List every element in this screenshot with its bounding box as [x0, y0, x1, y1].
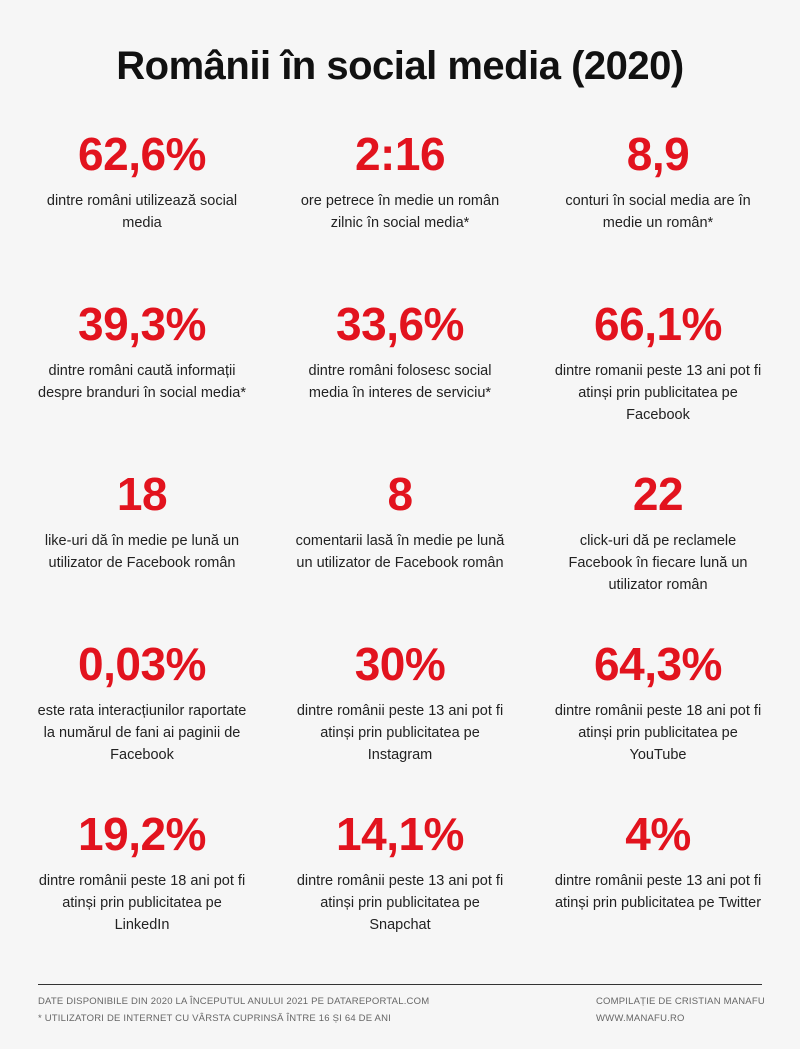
stat-description: ore petrece în medie un român zilnic în … — [300, 193, 500, 231]
stat-work-use: 33,6% dintre români folosesc social medi… — [278, 298, 522, 468]
stat-value: 66,1% — [594, 298, 722, 350]
stat-accounts: 8,9 conturi în social media are în medie… — [536, 128, 780, 298]
page-title: Românii în social media (2020) — [116, 44, 684, 88]
stat-description: click-uri dă pe reclamele Facebook în fi… — [568, 533, 748, 593]
stat-engagement-rate: 0,03% este rata interacțiunilor raportat… — [20, 638, 264, 808]
stat-description: este rata interacțiunilor raportate la n… — [37, 703, 247, 763]
stat-twitter-reach: 4% dintre românii peste 13 ani pot fi at… — [536, 808, 780, 978]
stat-description: dintre românii peste 18 ani pot fi atinș… — [38, 873, 246, 933]
stat-facebook-comments: 8 comentarii lasă în medie pe lună un ut… — [278, 468, 522, 638]
stat-value: 64,3% — [594, 638, 722, 690]
stat-facebook-ad-clicks: 22 click-uri dă pe reclamele Facebook în… — [536, 468, 780, 638]
stat-facebook-reach: 66,1% dintre romanii peste 13 ani pot fi… — [536, 298, 780, 468]
footer-website: www.manafu.ro — [596, 1013, 685, 1024]
footer-notes: Date disponibile din 2020 la începutul a… — [38, 993, 429, 1027]
footer-credit: Compilație de Cristian Manafu — [596, 996, 765, 1007]
stats-grid: 62,6% dintre români utilizează social me… — [20, 128, 780, 978]
stat-value: 14,1% — [336, 808, 464, 860]
stat-description: dintre români caută informații despre br… — [38, 363, 246, 401]
stat-value: 19,2% — [78, 808, 206, 860]
stat-description: dintre români utilizează social media — [46, 193, 238, 231]
stat-instagram-reach: 30% dintre românii peste 13 ani pot fi a… — [278, 638, 522, 808]
stat-value: 8 — [387, 468, 413, 520]
stat-value: 22 — [632, 468, 684, 520]
stat-description: like-uri dă în medie pe lună un utilizat… — [44, 533, 240, 571]
stat-description: comentarii lasă în medie pe lună un util… — [295, 533, 505, 571]
stat-value: 0,03% — [78, 638, 206, 690]
stat-description: dintre românii peste 13 ani pot fi atinș… — [296, 703, 504, 763]
stat-description: dintre români folosesc social media în i… — [308, 363, 492, 401]
stat-value: 4% — [625, 808, 691, 860]
stat-value: 8,9 — [626, 128, 690, 180]
stat-linkedin-reach: 19,2% dintre românii peste 18 ani pot fi… — [20, 808, 264, 978]
stat-value: 2:16 — [354, 128, 446, 180]
stat-social-media-users: 62,6% dintre români utilizează social me… — [20, 128, 264, 298]
stat-value: 39,3% — [78, 298, 206, 350]
stat-daily-time: 2:16 ore petrece în medie un român zilni… — [278, 128, 522, 298]
stat-youtube-reach: 64,3% dintre românii peste 18 ani pot fi… — [536, 638, 780, 808]
stat-value: 18 — [116, 468, 168, 520]
footer-footnote: * Utilizatori de internet cu vârsta cupr… — [38, 1013, 391, 1024]
footer-credits: Compilație de Cristian Manafu www.manafu… — [596, 993, 765, 1027]
stat-description: dintre românii peste 13 ani pot fi atinș… — [296, 873, 504, 933]
footer-source: Date disponibile din 2020 la începutul a… — [38, 996, 430, 1007]
stat-description: dintre românii peste 13 ani pot fi atinș… — [554, 873, 762, 911]
footer-divider — [38, 984, 762, 985]
stat-facebook-likes: 18 like-uri dă în medie pe lună un utili… — [20, 468, 264, 638]
stat-snapchat-reach: 14,1% dintre românii peste 13 ani pot fi… — [278, 808, 522, 978]
stat-description: dintre romanii peste 13 ani pot fi atinș… — [554, 363, 762, 423]
stat-value: 62,6% — [78, 128, 206, 180]
stat-value: 33,6% — [336, 298, 464, 350]
stat-description: dintre românii peste 18 ani pot fi atinș… — [554, 703, 762, 763]
stat-value: 30% — [354, 638, 446, 690]
stat-description: conturi în social media are în medie un … — [565, 193, 751, 231]
stat-brand-research: 39,3% dintre români caută informații des… — [20, 298, 264, 468]
